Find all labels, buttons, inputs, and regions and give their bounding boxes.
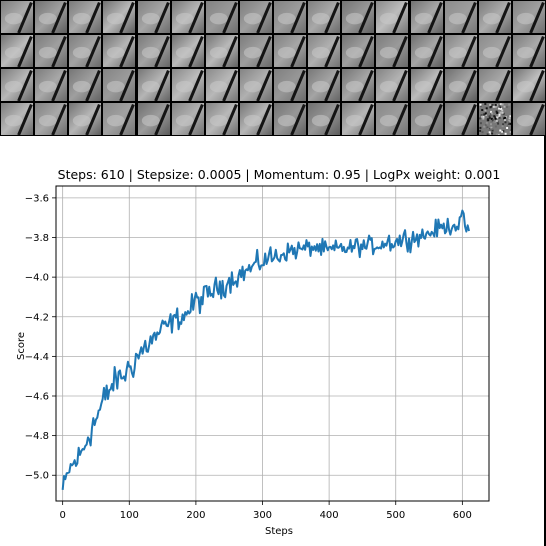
sample-thumbnail [479, 69, 511, 101]
sample-thumbnail [445, 35, 477, 67]
sample-thumbnail [479, 103, 511, 135]
sample-thumbnail [342, 69, 374, 101]
sample-thumbnail [308, 103, 340, 135]
x-axis-label: Steps [265, 526, 293, 537]
sample-thumbnail [240, 35, 272, 67]
y-tick-label: −4.2 [25, 312, 49, 323]
sample-thumbnail [1, 69, 33, 101]
sample-thumbnail [103, 35, 135, 67]
sample-thumbnail [69, 69, 101, 101]
sample-thumbnail [103, 69, 135, 101]
sample-thumbnail [376, 1, 408, 33]
x-axis-ticks: 0 100 200 300 400 500 600 [59, 501, 472, 521]
sample-thumbnail [513, 1, 545, 33]
sample-thumbnail [513, 69, 545, 101]
sample-thumbnail [274, 69, 306, 101]
sample-thumbnail [1, 35, 33, 67]
sample-thumbnail [206, 103, 238, 135]
sample-thumbnail [138, 1, 170, 33]
y-axis-ticks: −5.0 −4.8 −4.6 −4.4 −4.2 −4.0 −3.8 −3.6 [25, 193, 56, 482]
sample-thumbnail [35, 35, 67, 67]
y-tick-label: −5.0 [25, 471, 49, 482]
sample-thumbnail [172, 69, 204, 101]
x-tick-label: 0 [59, 510, 65, 521]
figure-right-border [544, 136, 546, 546]
sample-thumbnail [445, 1, 477, 33]
sample-thumbnail [308, 35, 340, 67]
sample-thumbnail [138, 69, 170, 101]
chart-title: Steps: 610 | Stepsize: 0.0005 | Momentum… [58, 167, 501, 182]
sample-thumbnail [69, 103, 101, 135]
sample-thumbnail [274, 1, 306, 33]
score-series-line [61, 209, 470, 490]
sample-thumbnail [479, 1, 511, 33]
sample-thumbnail [206, 69, 238, 101]
sample-thumbnail [103, 103, 135, 135]
sample-thumbnail [138, 103, 170, 135]
sample-thumbnail [376, 69, 408, 101]
sample-thumbnail [342, 35, 374, 67]
sample-thumbnail [411, 103, 443, 135]
sample-thumbnail [411, 1, 443, 33]
sample-thumbnail [69, 1, 101, 33]
sample-thumbnail [138, 35, 170, 67]
sample-thumbnail [240, 103, 272, 135]
sample-thumbnail [1, 1, 33, 33]
sample-thumbnail [172, 1, 204, 33]
sample-thumbnail [308, 69, 340, 101]
y-tick-label: −3.8 [25, 233, 49, 244]
sample-thumbnail [445, 103, 477, 135]
sample-thumbnail [69, 35, 101, 67]
sample-thumbnail [513, 35, 545, 67]
sample-thumbnail [479, 35, 511, 67]
chart-grid [56, 186, 489, 501]
sample-thumbnail [1, 103, 33, 135]
sample-thumbnail [240, 1, 272, 33]
sample-thumbnail-grid [0, 0, 546, 136]
sample-thumbnail [376, 35, 408, 67]
sample-thumbnail [376, 103, 408, 135]
y-axis-label: Score [16, 332, 27, 360]
y-tick-label: −4.0 [25, 273, 49, 284]
sample-thumbnail [35, 103, 67, 135]
y-tick-label: −4.8 [25, 431, 49, 442]
sample-thumbnail [342, 103, 374, 135]
sample-thumbnail [206, 1, 238, 33]
x-tick-label: 600 [453, 510, 472, 521]
x-tick-label: 100 [120, 510, 139, 521]
sample-thumbnail [206, 35, 238, 67]
score-chart: 0 100 200 300 400 500 600 −5.0 −4.8 −4.6 −4.4 −4.2… [16, 167, 501, 537]
sample-thumbnail [308, 1, 340, 33]
sample-thumbnail [274, 103, 306, 135]
y-tick-label: −4.4 [25, 352, 49, 363]
x-tick-label: 200 [186, 510, 205, 521]
sample-thumbnail [35, 1, 67, 33]
x-tick-label: 300 [253, 510, 272, 521]
plot-area-frame [55, 185, 490, 502]
sample-thumbnail [411, 69, 443, 101]
sample-thumbnail [445, 69, 477, 101]
y-tick-label: −3.6 [25, 193, 49, 204]
sample-thumbnail [240, 69, 272, 101]
x-tick-label: 500 [386, 510, 405, 521]
y-tick-label: −4.6 [25, 392, 49, 403]
sample-thumbnail [342, 1, 374, 33]
x-tick-label: 400 [320, 510, 339, 521]
sample-thumbnail [513, 103, 545, 135]
sample-thumbnail [172, 103, 204, 135]
sample-thumbnail [274, 35, 306, 67]
sample-thumbnail [172, 35, 204, 67]
sample-thumbnail [411, 35, 443, 67]
sample-thumbnail [103, 1, 135, 33]
sample-thumbnail [35, 69, 67, 101]
